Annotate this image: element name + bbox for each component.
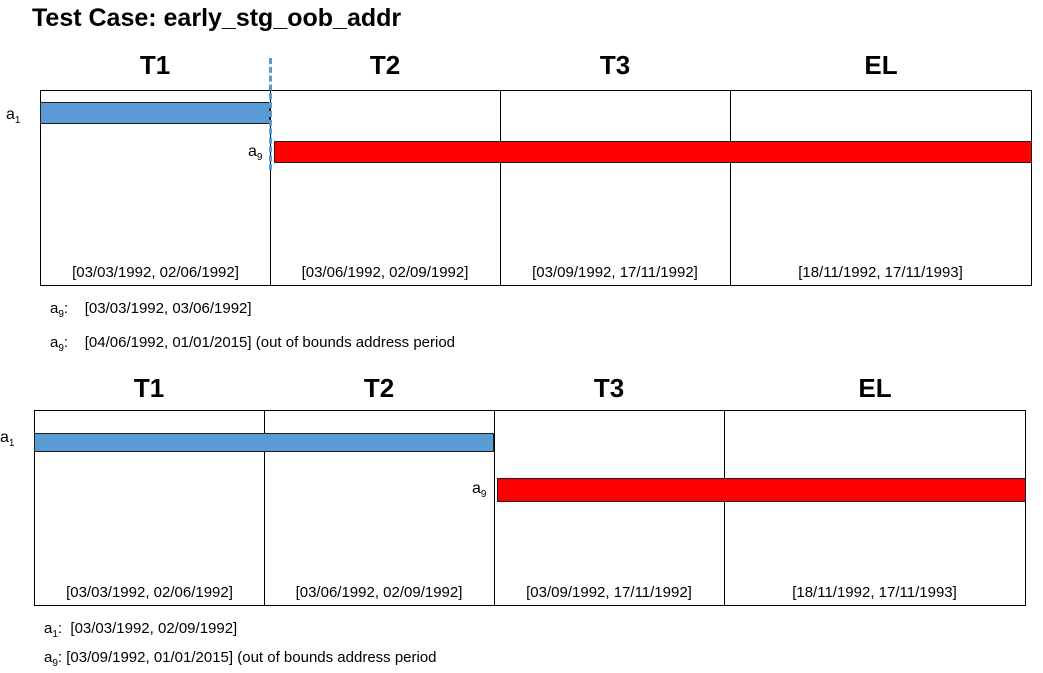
period-range-t3: [03/09/1992, 17/11/1992] (532, 264, 698, 281)
bar-label-a1: a1 (6, 106, 21, 127)
period-cell-t1: [03/03/1992, 02/06/1992] (41, 91, 271, 285)
period-cell-t2: [03/06/1992, 02/09/1992] (264, 411, 495, 605)
timeline-diagram-1: T1 T2 T3 EL [03/03/1992, 02/06/1992] [03… (6, 50, 1032, 354)
period-label-t1: T1 (133, 373, 165, 403)
period-range-el: [18/11/1992, 17/11/1993] (798, 264, 963, 281)
note-line-2: a9: [04/06/1992, 01/01/2015] (out of bou… (50, 334, 456, 354)
period-cell-el: [18/11/1992, 17/11/1993] (724, 411, 1025, 605)
address-bar-a9 (274, 141, 1032, 163)
bar-label-a9: a9 (248, 143, 263, 164)
period-grid: [03/03/1992, 02/06/1992] [03/06/1992, 02… (34, 410, 1026, 606)
period-cell-t1: [03/03/1992, 02/06/1992] (35, 411, 265, 605)
note-line-1: a9: [03/03/1992, 03/06/1992] (50, 300, 252, 320)
period-range-t3: [03/09/1992, 17/11/1992] (526, 584, 692, 601)
note-line-2: a9: [03/09/1992, 01/01/2015] (out of bou… (44, 649, 437, 669)
period-label-t2: T2 (363, 373, 395, 403)
period-range-el: [18/11/1992, 17/11/1993] (792, 584, 957, 601)
period-label-t1: T1 (139, 50, 171, 80)
period-cell-t3: [03/09/1992, 17/11/1992] (500, 91, 731, 285)
period-cell-t2: [03/06/1992, 02/09/1992] (270, 91, 501, 285)
address-bar-a1 (34, 433, 494, 452)
period-range-t2: [03/06/1992, 02/09/1992] (301, 264, 469, 281)
period-boundary-dashed-line (269, 58, 272, 170)
period-cell-el: [18/11/1992, 17/11/1993] (730, 91, 1031, 285)
bar-label-a9: a9 (472, 480, 487, 501)
period-label-t3: T3 (593, 373, 625, 403)
period-label-el: EL (858, 373, 892, 403)
bar-label-a1: a1 (0, 429, 15, 450)
period-grid: [03/03/1992, 02/06/1992] [03/06/1992, 02… (40, 90, 1032, 286)
period-label-el: EL (864, 50, 898, 80)
note-line-1: a1: [03/03/1992, 02/09/1992] (44, 620, 238, 640)
period-cell-t3: [03/09/1992, 17/11/1992] (494, 411, 725, 605)
period-label-t2: T2 (369, 50, 401, 80)
address-bar-a9 (497, 478, 1026, 502)
page-title: Test Case: early_stg_oob_addr (32, 4, 402, 32)
period-range-t2: [03/06/1992, 02/09/1992] (295, 584, 463, 601)
period-range-t1: [03/03/1992, 02/06/1992] (66, 584, 233, 601)
period-label-t3: T3 (599, 50, 631, 80)
period-range-t1: [03/03/1992, 02/06/1992] (72, 264, 239, 281)
